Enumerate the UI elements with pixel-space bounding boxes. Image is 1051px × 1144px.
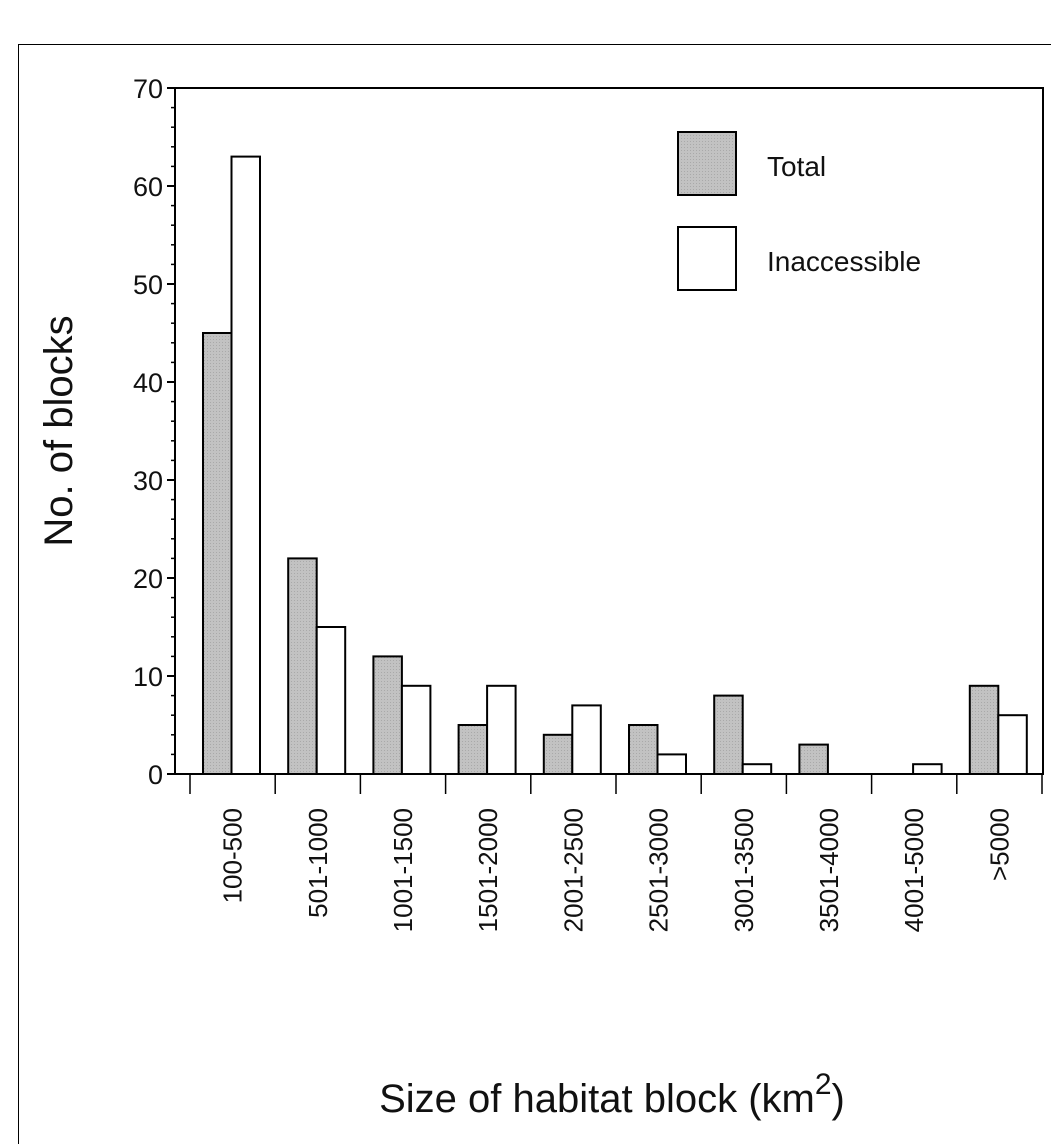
bar-total — [542, 733, 574, 775]
bar-inaccessible — [230, 155, 261, 776]
x-category-label: 3001-3500 — [729, 808, 759, 932]
plot-area-border — [174, 87, 1044, 775]
legend: Total Inaccessible — [677, 131, 921, 291]
x-category-label: 2001-2500 — [558, 808, 588, 932]
bar-inaccessible — [741, 763, 773, 776]
y-tick-label: 20 — [133, 564, 163, 594]
bar-inaccessible — [315, 626, 347, 775]
bar-total — [968, 684, 1000, 775]
x-axis: 100-500 501-1000 1001-1500 1501-2000 2001-25… — [189, 774, 1043, 932]
bars-layer — [202, 155, 1028, 776]
y-tick-label: 30 — [133, 466, 163, 496]
x-category-label: 3501-4000 — [814, 808, 844, 932]
y-tick-label: 10 — [133, 662, 163, 692]
x-category-label: 1001-1500 — [388, 808, 418, 932]
bar-total — [628, 724, 659, 775]
bar-inaccessible — [997, 714, 1028, 776]
y-tick-label: 40 — [133, 368, 163, 398]
x-axis-label-text: Size of habitat block (km — [379, 1077, 815, 1121]
bar-total — [713, 694, 744, 775]
bar-inaccessible — [571, 704, 602, 776]
bar-total — [457, 724, 489, 775]
bar-inaccessible — [400, 684, 432, 775]
x-category-label: 100-500 — [218, 808, 248, 903]
x-category-label: 2501-3000 — [644, 808, 674, 932]
bar-inaccessible — [912, 763, 943, 776]
x-category-label: 1501-2000 — [473, 808, 503, 932]
figure-frame — [18, 44, 1051, 1144]
x-axis-label: Size of habitat block (km2) — [379, 1068, 845, 1121]
bar-inaccessible — [656, 753, 687, 776]
x-category-label: 4001-5000 — [899, 808, 929, 932]
legend-swatch-total — [677, 131, 737, 196]
y-axis-label: No. of blocks — [37, 315, 81, 546]
y-tick-label: 60 — [133, 172, 163, 202]
y-tick-label: 0 — [148, 760, 163, 790]
legend-swatch-inaccessible — [677, 226, 737, 291]
bar-total — [372, 655, 403, 776]
bar-total — [202, 332, 233, 775]
y-axis: 0 10 20 30 40 50 60 70 — [133, 74, 175, 790]
x-category-label: >5000 — [984, 808, 1014, 881]
y-tick-label: 70 — [133, 74, 163, 104]
legend-label-inaccessible: Inaccessible — [767, 246, 921, 277]
y-tick-label: 50 — [133, 270, 163, 300]
x-axis-label-superscript: 2 — [815, 1068, 832, 1101]
x-category-label: 501-1000 — [303, 808, 333, 918]
bar-total — [798, 743, 829, 775]
legend-label-total: Total — [767, 151, 826, 182]
bar-total — [287, 557, 318, 776]
bar-inaccessible — [486, 684, 517, 775]
x-axis-label-suffix: ) — [832, 1077, 845, 1121]
